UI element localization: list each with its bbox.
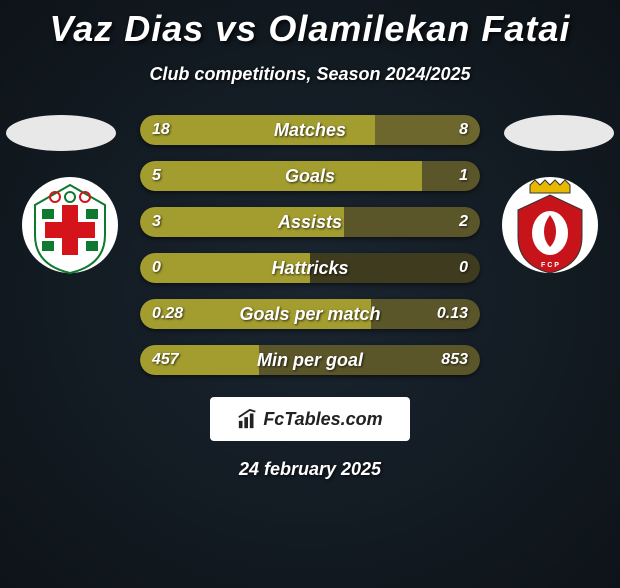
subtitle: Club competitions, Season 2024/2025	[0, 64, 620, 85]
stat-row: Matches188	[140, 115, 480, 145]
stat-row: Hattricks00	[140, 253, 480, 283]
bar-value-left: 18	[152, 115, 170, 145]
team-crest-right-icon: F C P	[500, 175, 600, 275]
bar-value-left: 3	[152, 207, 161, 237]
crest-left	[20, 175, 120, 275]
oval-right	[504, 115, 614, 151]
bar-value-right: 0	[459, 253, 468, 283]
page-title: Vaz Dias vs Olamilekan Fatai	[0, 8, 620, 50]
team-crest-left-icon	[20, 175, 120, 275]
stat-row: Min per goal457853	[140, 345, 480, 375]
oval-left	[6, 115, 116, 151]
date-label: 24 february 2025	[0, 459, 620, 480]
svg-text:F C P: F C P	[541, 262, 559, 269]
bar-segment-right	[422, 161, 480, 191]
bar-value-left: 457	[152, 345, 179, 375]
stat-row: Goals51	[140, 161, 480, 191]
bar-value-right: 2	[459, 207, 468, 237]
bar-segment-left	[140, 161, 422, 191]
bar-value-right: 853	[441, 345, 468, 375]
fctables-badge: FcTables.com	[210, 397, 410, 441]
stat-row: Goals per match0.280.13	[140, 299, 480, 329]
bar-segment-left	[140, 207, 344, 237]
stat-row: Assists32	[140, 207, 480, 237]
stat-bars: Matches188Goals51Assists32Hattricks00Goa…	[140, 115, 480, 391]
crest-right: F C P	[500, 175, 600, 275]
chart-icon	[237, 408, 259, 430]
fctables-label: FcTables.com	[263, 409, 382, 430]
bar-value-right: 1	[459, 161, 468, 191]
bar-segment-right	[310, 253, 480, 283]
bar-value-right: 0.13	[437, 299, 468, 329]
bar-value-left: 0	[152, 253, 161, 283]
bar-value-right: 8	[459, 115, 468, 145]
bar-segment-left	[140, 115, 375, 145]
bar-value-left: 0.28	[152, 299, 183, 329]
bar-segment-left	[140, 253, 310, 283]
stats-area: F C P Matches188Goals51Assists32Hattrick…	[0, 115, 620, 385]
bar-value-left: 5	[152, 161, 161, 191]
